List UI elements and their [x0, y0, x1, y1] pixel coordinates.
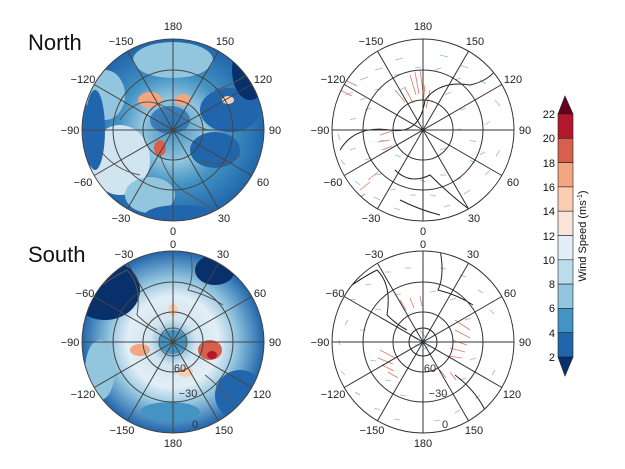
lon-label: −90: [61, 337, 80, 349]
lon-label: −150: [109, 36, 134, 48]
lat-label: −30: [179, 388, 198, 400]
lon-label: −30: [362, 213, 381, 225]
south-left-lon-labels: 0 −30 30 −60 60 −90 90 −120 120 −150 150…: [61, 239, 281, 450]
lon-label: −60: [74, 177, 93, 189]
lon-label: −150: [110, 425, 135, 437]
lon-label: −120: [71, 74, 96, 86]
lon-label: −120: [321, 389, 346, 401]
colorbar-tick: 14: [543, 206, 555, 218]
lon-label: 90: [269, 125, 281, 137]
colorbar-tick: 18: [543, 158, 555, 170]
lon-label: −30: [112, 213, 131, 225]
lon-label: −30: [115, 249, 134, 261]
colorbar-tick: 20: [543, 133, 555, 145]
lon-label: 120: [503, 389, 521, 401]
colorbar-tick: 8: [549, 279, 555, 291]
lat-label: 0: [192, 419, 198, 431]
lon-label: 150: [465, 425, 483, 437]
colorbar-tick: 10: [543, 255, 555, 267]
row-label-north: North: [28, 30, 82, 55]
lon-label: 60: [507, 177, 519, 189]
lon-label: 0: [170, 226, 176, 238]
north-speed-panel: [81, 38, 265, 222]
lon-label: 30: [468, 213, 480, 225]
lon-label: 90: [519, 125, 531, 137]
lon-label: −30: [365, 249, 384, 261]
lon-label: 30: [467, 249, 479, 261]
colorbar-tick: 6: [549, 303, 555, 315]
lon-label: −150: [359, 36, 384, 48]
lon-label: −120: [321, 74, 346, 86]
lon-label: −90: [311, 337, 330, 349]
lon-label: 30: [218, 213, 230, 225]
lat-label: 60: [174, 363, 186, 375]
lon-label: 150: [466, 36, 484, 48]
lon-label: 120: [504, 74, 522, 86]
colorbar: 22 20 18 16 14 12 10 8 6 4 2 Wind Speed …: [543, 95, 589, 377]
lat-label: −30: [429, 388, 448, 400]
colorbar-ticks: 22 20 18 16 14 12 10 8 6 4 2: [543, 109, 555, 364]
lon-label: 180: [164, 21, 182, 33]
lon-label: 180: [164, 438, 182, 450]
colorbar-tick: 22: [543, 109, 555, 121]
colorbar-tick: 16: [543, 182, 555, 194]
lat-label: 0: [442, 419, 448, 431]
colorbar-tick: 4: [549, 328, 555, 340]
south-right-lon-labels: 0 −30 30 −60 60 −90 90 −120 120 −150 150…: [311, 239, 531, 450]
lon-label: 120: [253, 389, 271, 401]
lon-label: 60: [254, 288, 266, 300]
south-speed-panel: [81, 250, 265, 434]
lon-label: 150: [215, 425, 233, 437]
row-label-south: South: [28, 242, 86, 267]
lon-label: −90: [311, 125, 330, 137]
colorbar-tick: 12: [543, 231, 555, 243]
lon-label: 0: [170, 239, 176, 251]
lon-label: 150: [216, 36, 234, 48]
lon-label: −60: [324, 177, 343, 189]
lon-label: 90: [519, 337, 531, 349]
lon-label: 120: [254, 74, 272, 86]
north-left-lon-labels: 180 −150 150 −120 120 −90 90 −60 60 −30 …: [61, 21, 281, 238]
colorbar-label: Wind Speed (ms-1): [577, 190, 589, 281]
lon-label: 0: [420, 239, 426, 251]
lon-label: 30: [217, 249, 229, 261]
lon-label: 90: [269, 337, 281, 349]
colorbar-extend-max: [557, 95, 574, 115]
lon-label: −90: [61, 125, 80, 137]
colorbar-tick: 2: [549, 352, 555, 364]
north-vector-panel: [331, 38, 515, 222]
lon-label: −60: [76, 288, 95, 300]
colorbar-extend-min: [557, 356, 574, 377]
lon-label: 0: [420, 226, 426, 238]
lon-label: 180: [414, 21, 432, 33]
lon-label: 60: [257, 177, 269, 189]
lon-label: 60: [504, 288, 516, 300]
lon-label: −120: [71, 389, 96, 401]
lon-label: −150: [360, 425, 385, 437]
north-right-lon-labels: 180 −150 150 −120 120 −90 90 −60 60 −30 …: [311, 21, 531, 238]
lon-label: −60: [326, 288, 345, 300]
south-vector-panel: [331, 250, 515, 434]
lat-label: 60: [424, 363, 436, 375]
lon-label: 180: [414, 438, 432, 450]
